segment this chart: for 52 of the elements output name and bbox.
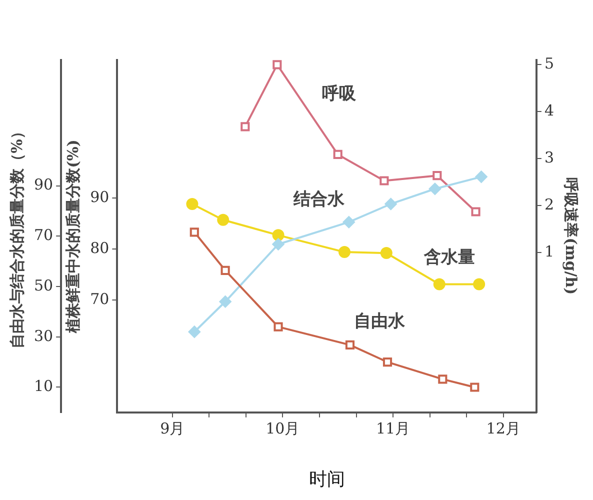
point xyxy=(190,228,199,237)
point xyxy=(473,278,486,290)
point xyxy=(384,198,397,210)
y3-tick-label: 4 xyxy=(544,102,554,120)
point xyxy=(219,296,232,308)
point xyxy=(333,150,342,159)
series-label: 结合水 xyxy=(292,190,346,210)
point xyxy=(186,198,198,210)
point xyxy=(432,171,442,180)
point xyxy=(338,246,350,258)
point xyxy=(380,176,389,186)
point xyxy=(274,322,283,332)
point xyxy=(272,60,282,70)
point xyxy=(220,266,230,275)
series-label: 呼吸 xyxy=(322,84,358,104)
y2-tick-label: 70 xyxy=(90,290,110,308)
y3-tick-label: 1 xyxy=(544,242,554,261)
y3-tick-label: 3 xyxy=(544,148,554,167)
y3-tick-label: 2 xyxy=(544,196,554,214)
x-tick-label: 9月 xyxy=(160,419,185,438)
point xyxy=(380,247,392,260)
y-tick-label: 10 xyxy=(34,377,54,396)
y3-tick-label: 5 xyxy=(544,54,554,73)
y-tick-label: 90 xyxy=(34,176,54,194)
series-label: 自由水 xyxy=(354,311,406,332)
point xyxy=(433,278,446,290)
point xyxy=(188,326,200,338)
point xyxy=(438,374,448,384)
y-tick-label: 30 xyxy=(34,326,54,345)
series-label: 含水量 xyxy=(422,248,475,268)
y-tick-label: 50 xyxy=(34,276,54,294)
point xyxy=(382,358,392,367)
x-tick-label: 11月 xyxy=(376,419,410,438)
y-tick-label: 70 xyxy=(34,226,54,244)
point xyxy=(475,170,488,183)
point xyxy=(342,216,355,228)
point xyxy=(272,238,284,250)
point xyxy=(240,122,250,132)
point xyxy=(345,340,355,350)
point xyxy=(217,214,230,226)
y-axis-title: 自由水与结合水的质量分数（%） xyxy=(8,124,26,348)
x-axis-title: 时间 xyxy=(308,468,345,490)
point xyxy=(428,182,441,195)
point xyxy=(470,382,480,392)
x-tick-label: 10月 xyxy=(266,419,300,438)
y3-axis-title: 呼吸速率(mg/h) xyxy=(562,178,580,295)
point xyxy=(272,229,284,242)
y2-tick-label: 90 xyxy=(90,188,110,206)
y2-axis-title: 植株鲜重中水的质量分数(%) xyxy=(64,139,82,334)
point xyxy=(471,207,480,216)
x-tick-label: 12月 xyxy=(486,419,520,438)
y2-tick-label: 80 xyxy=(90,238,110,257)
